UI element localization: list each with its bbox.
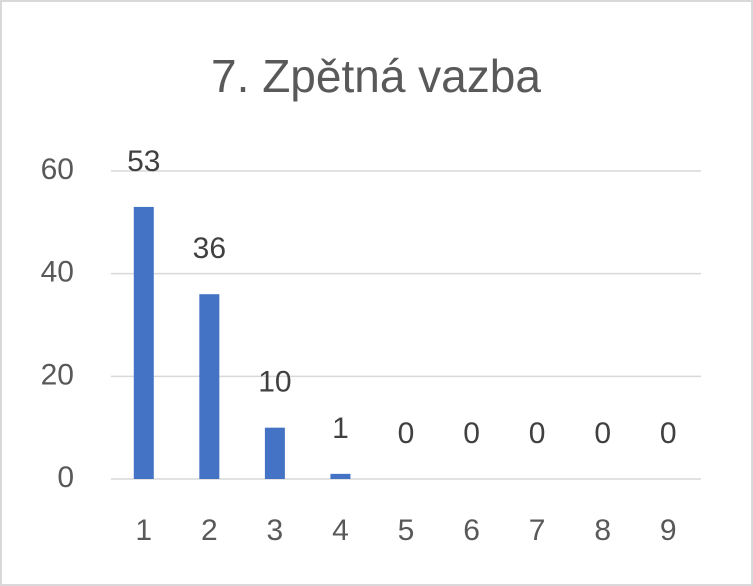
data-label: 53 — [127, 145, 160, 178]
bar — [264, 427, 285, 479]
x-tick-label: 3 — [267, 514, 284, 547]
data-label: 10 — [258, 366, 291, 399]
x-tick-label: 6 — [463, 514, 480, 547]
data-label: 0 — [398, 417, 415, 450]
data-label: 0 — [660, 417, 677, 450]
y-tick-label: 40 — [41, 256, 74, 289]
bar — [199, 294, 220, 479]
data-label: 1 — [332, 412, 349, 445]
x-tick-label: 2 — [201, 514, 218, 547]
chart-title: 7. Zpětná vazba — [211, 50, 541, 102]
data-label: 36 — [193, 232, 226, 265]
x-tick-label: 4 — [332, 514, 349, 547]
data-label: 0 — [463, 417, 480, 450]
y-tick-label: 0 — [57, 461, 74, 494]
x-tick-label: 9 — [660, 514, 677, 547]
data-label: 0 — [594, 417, 611, 450]
x-tick-label: 1 — [135, 514, 152, 547]
data-label: 0 — [529, 417, 546, 450]
y-tick-label: 60 — [41, 153, 74, 186]
y-tick-label: 20 — [41, 358, 74, 391]
x-tick-label: 5 — [398, 514, 415, 547]
x-tick-label: 7 — [529, 514, 546, 547]
x-tick-label: 8 — [594, 514, 611, 547]
bar — [133, 206, 154, 479]
bar — [330, 473, 351, 479]
